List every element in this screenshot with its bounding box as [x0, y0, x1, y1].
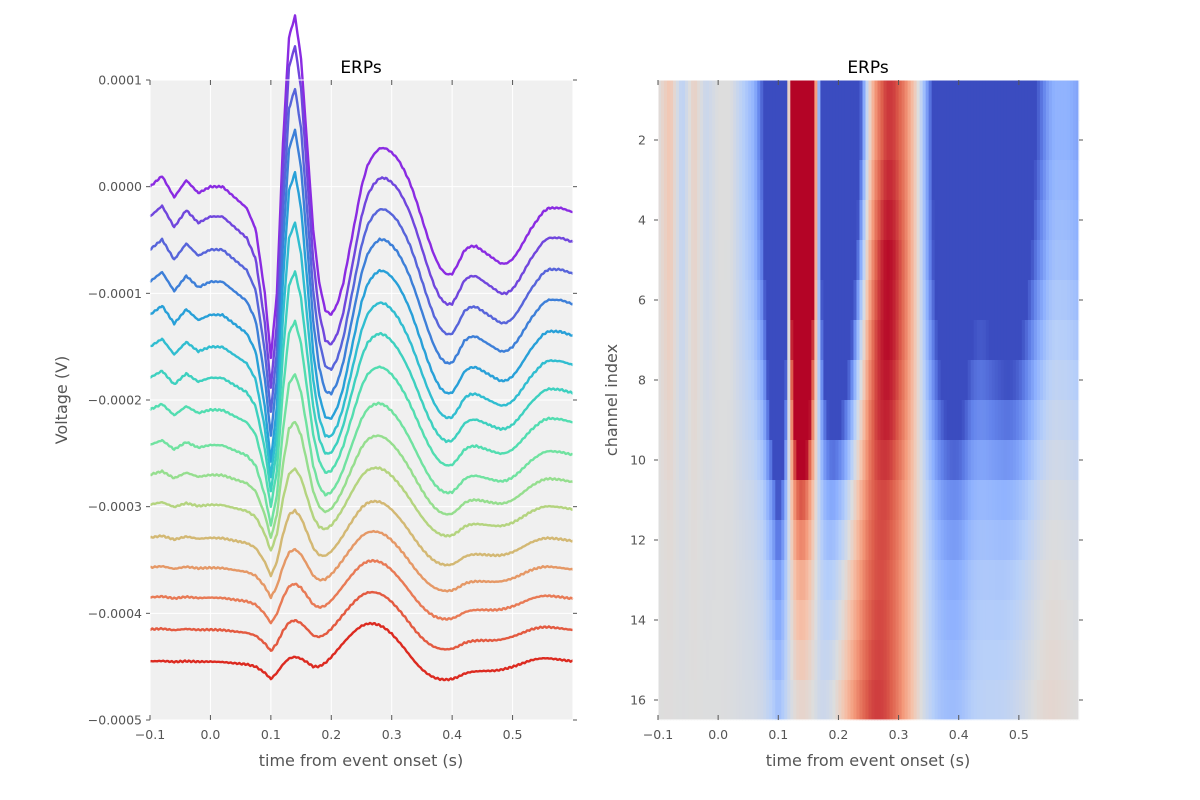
x-tick-label: −0.1 [135, 727, 165, 742]
y-tick-label: 0.0000 [98, 179, 142, 194]
x-tick-label: −0.1 [643, 727, 673, 742]
x-tick-label: 0.4 [949, 727, 969, 742]
y-tick-label: 4 [638, 213, 646, 228]
x-tick-label: 0.4 [442, 727, 462, 742]
x-tick-label: 0.5 [503, 727, 523, 742]
y-tick-label: 0.0001 [98, 73, 142, 88]
y-tick-label: −0.0001 [88, 286, 142, 301]
y-tick-label: −0.0003 [88, 499, 142, 514]
x-tick-label: 0.3 [889, 727, 909, 742]
y-tick-label: 8 [638, 373, 646, 388]
y-tick-label: 6 [638, 293, 646, 308]
x-tick-label: 0.2 [321, 727, 341, 742]
heatmap-y-label: channel index [602, 344, 621, 456]
y-tick-label: −0.0004 [88, 606, 142, 621]
x-tick-label: 0.2 [828, 727, 848, 742]
y-tick-label: −0.0002 [88, 393, 142, 408]
line-plot-y-label: Voltage (V) [52, 356, 71, 445]
x-tick-label: 0.0 [200, 727, 220, 742]
y-tick-label: 12 [630, 533, 646, 548]
y-tick-label: −0.0005 [88, 713, 142, 728]
line-plot-x-label: time from event onset (s) [259, 751, 464, 770]
line-plot-title: ERPs [340, 58, 382, 78]
y-tick-label: 2 [638, 133, 646, 148]
erp-line-panel: −0.1 0.0 0.1 0.2 0.3 0.4 0.5 0.0001 0.0000 −0.00… [52, 15, 577, 770]
x-tick-label: 0.0 [708, 727, 728, 742]
erp-heatmap-panel: −0.1 0.0 0.1 0.2 0.3 0.4 0.5 2 4 6 8 10 12 14 16 ERPs… [602, 58, 1083, 770]
x-tick-label: 0.5 [1009, 727, 1029, 742]
x-tick-label: 0.1 [261, 727, 281, 742]
heatmap-title: ERPs [847, 58, 889, 78]
y-tick-label: 10 [630, 453, 646, 468]
x-tick-label: 0.3 [382, 727, 402, 742]
heatmap-image [658, 80, 1080, 721]
y-tick-label: 14 [630, 613, 646, 628]
x-tick-label: 0.1 [768, 727, 788, 742]
heatmap-x-label: time from event onset (s) [766, 751, 971, 770]
y-tick-label: 16 [630, 693, 646, 708]
